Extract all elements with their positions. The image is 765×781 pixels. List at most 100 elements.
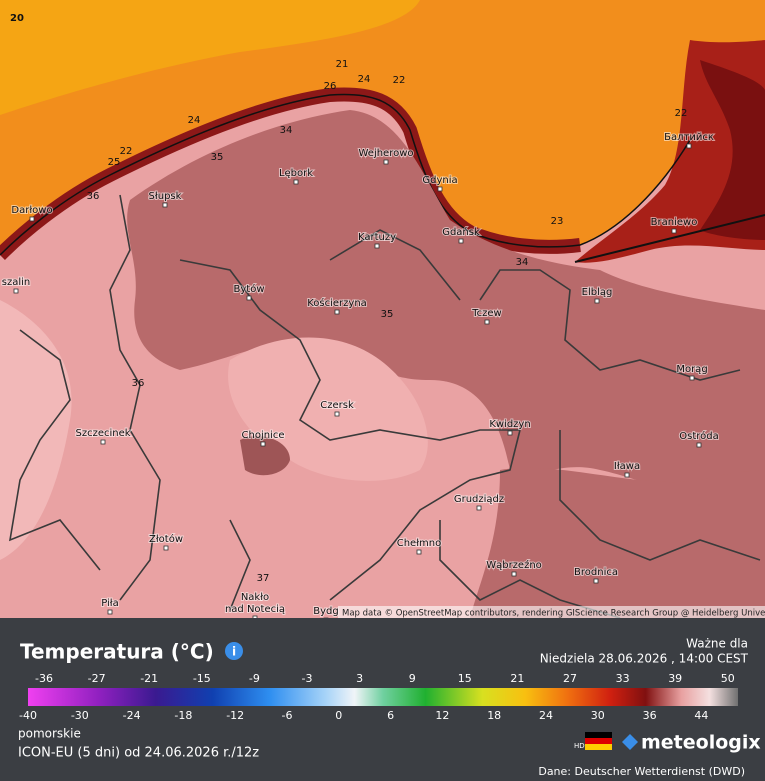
city-marker <box>162 202 168 208</box>
contour-label: 21 <box>336 59 349 70</box>
model-run: ICON-EU (5 dni) od 24.06.2026 r./12z <box>18 746 259 761</box>
city-marker <box>507 430 513 436</box>
city-label: Chojnice <box>242 430 285 441</box>
contour-label: 24 <box>358 74 371 85</box>
city-label: Балтийск <box>664 132 714 143</box>
city-marker <box>624 472 630 478</box>
contour-label: 22 <box>120 146 133 157</box>
city-label: Nakło <box>241 592 269 603</box>
contour-label: 24 <box>188 115 201 126</box>
city-marker <box>260 441 266 447</box>
contour-label: 22 <box>393 75 406 86</box>
contour-label: 34 <box>280 125 293 136</box>
city-label: Ostróda <box>679 430 719 442</box>
color-bar-bottom-label: -30 <box>71 709 89 722</box>
city-marker <box>100 439 106 445</box>
color-bar-bottom-label: -40 <box>19 709 37 722</box>
flag <box>585 738 612 744</box>
city-label: Słupsk <box>149 191 182 202</box>
contour-label: 20 <box>10 13 24 24</box>
color-bar <box>28 688 738 706</box>
city-label: Kościerzyna <box>307 297 367 309</box>
city-label: Czersk <box>320 400 354 411</box>
brand: meteologix <box>641 732 761 754</box>
color-bar-bottom-label: -18 <box>174 709 192 722</box>
city-label: Grudziądz <box>454 494 504 505</box>
city-label: Piła <box>101 598 119 609</box>
brand-logo <box>622 734 638 750</box>
city-marker <box>246 295 252 301</box>
city-marker <box>334 411 340 417</box>
city-label: nad Notecią <box>225 604 285 615</box>
city-label: Brodnica <box>574 567 618 578</box>
color-bar-top-label: -36 <box>35 672 53 685</box>
city-marker <box>671 228 677 234</box>
lagoon-hot <box>700 60 765 240</box>
attribution: Map data © OpenStreetMap contributors, r… <box>342 609 765 619</box>
color-bar-top-label: 9 <box>409 672 416 685</box>
map: Darłowo Słupsk Lębork Wejherowo Gdynia Gdańsk… <box>0 0 765 623</box>
sea <box>0 0 765 255</box>
city-marker <box>476 505 482 511</box>
city-marker <box>686 143 692 149</box>
city-marker <box>163 545 169 551</box>
city-marker <box>334 309 340 315</box>
color-bar-top-label: 21 <box>510 672 524 685</box>
color-bar-top-label: -27 <box>88 672 106 685</box>
contour-label: 25 <box>108 157 121 168</box>
contour-label: 22 <box>675 108 688 119</box>
hot-zone <box>127 110 765 495</box>
city-marker <box>458 238 464 244</box>
color-bar-top-label: 33 <box>616 672 630 685</box>
city-marker <box>29 216 35 222</box>
hd-badge: HD <box>574 742 585 750</box>
contour-label: 23 <box>551 216 564 227</box>
city-marker <box>593 578 599 584</box>
valid-label: Ważne dla <box>686 637 748 651</box>
city-marker <box>13 288 19 294</box>
city-label: Wejherowo <box>358 148 413 159</box>
city-label: Iława <box>614 461 640 472</box>
color-bar-bottom-label: 30 <box>591 709 605 722</box>
info-icon[interactable] <box>225 642 243 660</box>
flag <box>585 744 612 750</box>
city-label: Bydg <box>313 606 338 617</box>
city-marker <box>689 375 695 381</box>
city-label: Gdańsk <box>442 226 480 238</box>
city-label: Kartuzy <box>358 232 396 243</box>
color-bar-top-label: -9 <box>249 672 260 685</box>
contour-label: 34 <box>516 257 529 268</box>
city-label: Chełmno <box>397 538 442 549</box>
color-bar-bottom-label: 36 <box>643 709 657 722</box>
color-bar-bottom-label: -24 <box>123 709 141 722</box>
valid-time: Niedziela 28.06.2026 , 14:00 CEST <box>540 652 749 666</box>
color-bar-top-label: -3 <box>302 672 313 685</box>
color-bar-bottom-label: -12 <box>226 709 244 722</box>
city-label: Kwidzyn <box>489 419 530 430</box>
color-bar-top-label: 27 <box>563 672 577 685</box>
contour-label: 36 <box>87 191 100 202</box>
color-bar-bottom-label: 18 <box>487 709 501 722</box>
contour-label: 36 <box>132 378 145 389</box>
contour-label: 37 <box>257 573 270 584</box>
info-glyph: i <box>232 645 236 659</box>
city-marker <box>696 442 702 448</box>
city-label: Lębork <box>279 168 313 179</box>
city-marker <box>383 159 389 165</box>
city-label: Gdynia <box>422 175 457 186</box>
city-label: Wąbrzeźno <box>486 559 542 571</box>
color-bar-top-label: -21 <box>140 672 158 685</box>
coastline <box>0 93 691 256</box>
city-marker <box>594 298 600 304</box>
city-label: Darłowo <box>11 205 52 216</box>
contour-label: 26 <box>324 81 337 92</box>
attribution-bg <box>338 606 765 619</box>
city-label: Braniewo <box>651 217 698 228</box>
hot-zone <box>470 467 765 618</box>
region: pomorskie <box>18 727 81 741</box>
color-bar-bottom-label: -6 <box>282 709 293 722</box>
city-marker <box>437 186 443 192</box>
city-marker <box>416 549 422 555</box>
city-marker <box>511 571 517 577</box>
